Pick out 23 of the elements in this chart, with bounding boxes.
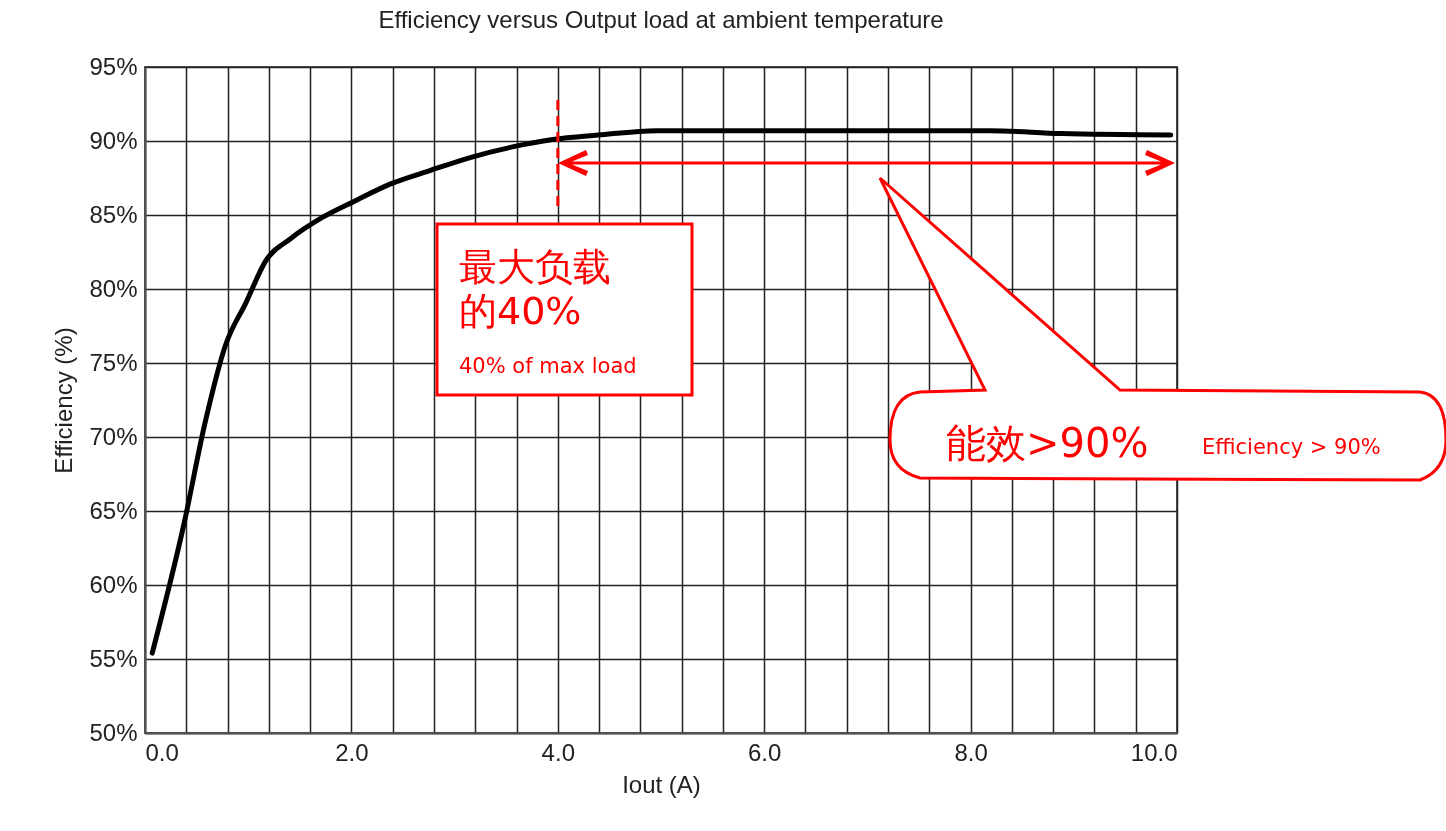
x-axis-title: Iout (A): [622, 770, 701, 798]
y-tick-label: 75%: [89, 348, 138, 376]
y-tick-label: 95%: [89, 52, 138, 80]
x-tick-label: 2.0: [335, 738, 369, 766]
y-tick-label: 85%: [89, 200, 138, 228]
y-tick-label: 80%: [89, 274, 138, 302]
x-tick-label: 6.0: [748, 738, 782, 766]
text: Efficiency > 90%: [1202, 435, 1381, 460]
y-tick-label: 65%: [89, 496, 138, 524]
x-tick-label: 10.0: [1130, 738, 1178, 766]
annotation: 40% of max load: [459, 354, 637, 379]
y-tick-label: 55%: [89, 644, 138, 672]
chart-title: Efficiency versus Output load at ambient temperature: [378, 6, 944, 33]
y-tick-label: 60%: [89, 570, 138, 598]
y-tick-label: 90%: [89, 126, 138, 154]
y-tick-label: 50%: [89, 718, 138, 746]
x-tick-label: 4.0: [541, 738, 575, 766]
annotation: 能效>90%: [946, 420, 1149, 466]
y-axis-title: Efficiency (%): [50, 327, 78, 474]
y-tick-label: 70%: [89, 422, 138, 450]
x-tick-label: 0.0: [145, 738, 179, 766]
x-tick-label: 8.0: [954, 738, 988, 766]
annotation: 最大负载的40%: [459, 245, 612, 334]
